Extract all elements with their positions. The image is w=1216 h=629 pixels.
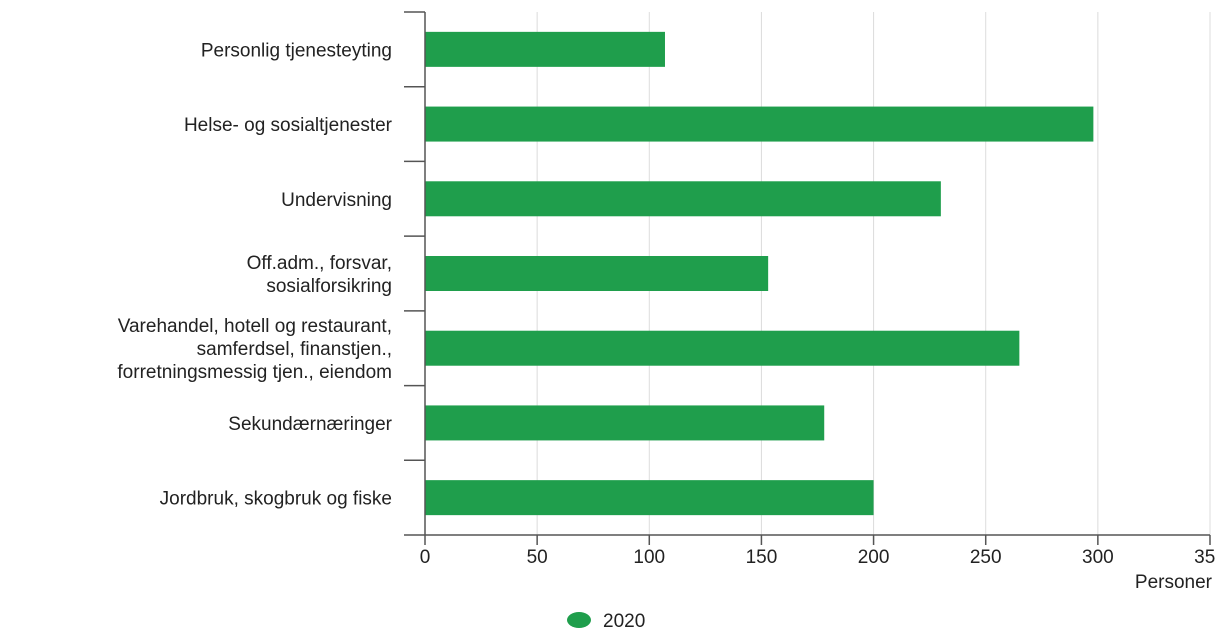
bar-6 [425, 480, 874, 515]
x-tick-label-300: 300 [1082, 547, 1114, 568]
category-label-line: forretningsmessig tjen., eiendom [117, 362, 392, 383]
category-label-line: Off.adm., forsvar, [247, 253, 392, 274]
category-label-line: Varehandel, hotell og restaurant, [118, 316, 392, 337]
category-label-line: Helse- og sosialtjenester [184, 115, 393, 136]
category-label-6: Jordbruk, skogbruk og fiske [160, 489, 392, 510]
category-label-5: Sekundærnæringer [228, 414, 392, 435]
category-label-line: sosialforsikring [266, 276, 392, 297]
x-axis-title: Personer [1135, 572, 1213, 593]
x-tick-labels: 0 50 100 150 200 250 300 350 [420, 547, 1216, 568]
bar-series [425, 32, 1093, 515]
category-label-4: Varehandel, hotell og restaurant, samferd… [117, 316, 392, 383]
x-tick-label-50: 50 [527, 547, 548, 568]
category-label-line: Jordbruk, skogbruk og fiske [160, 489, 392, 510]
bar-4 [425, 331, 1019, 366]
bar-0 [425, 32, 665, 67]
category-label-line: samferdsel, finanstjen., [197, 339, 392, 360]
legend-marker [567, 612, 591, 628]
category-label-0: Personlig tjenesteyting [201, 40, 392, 61]
x-tick-label-100: 100 [633, 547, 665, 568]
legend: 2020 [567, 611, 645, 629]
category-label-line: Undervisning [281, 190, 392, 211]
legend-label: 2020 [603, 611, 645, 629]
category-label-3: Off.adm., forsvar, sosialforsikring [247, 253, 392, 297]
bar-1 [425, 107, 1093, 142]
x-tick-label-0: 0 [420, 547, 431, 568]
x-tick-label-250: 250 [970, 547, 1002, 568]
bar-5 [425, 405, 824, 440]
x-tick-label-200: 200 [858, 547, 890, 568]
category-label-1: Helse- og sosialtjenester [184, 115, 393, 136]
category-labels: Personlig tjenesteyting Helse- og sosialt… [117, 40, 392, 509]
category-label-2: Undervisning [281, 190, 392, 211]
x-tick-label-150: 150 [746, 547, 778, 568]
category-label-line: Sekundærnæringer [228, 414, 392, 435]
bar-3 [425, 256, 768, 291]
bar-2 [425, 181, 941, 216]
x-tick-label-350: 350 [1194, 547, 1216, 568]
category-label-line: Personlig tjenesteyting [201, 40, 392, 61]
